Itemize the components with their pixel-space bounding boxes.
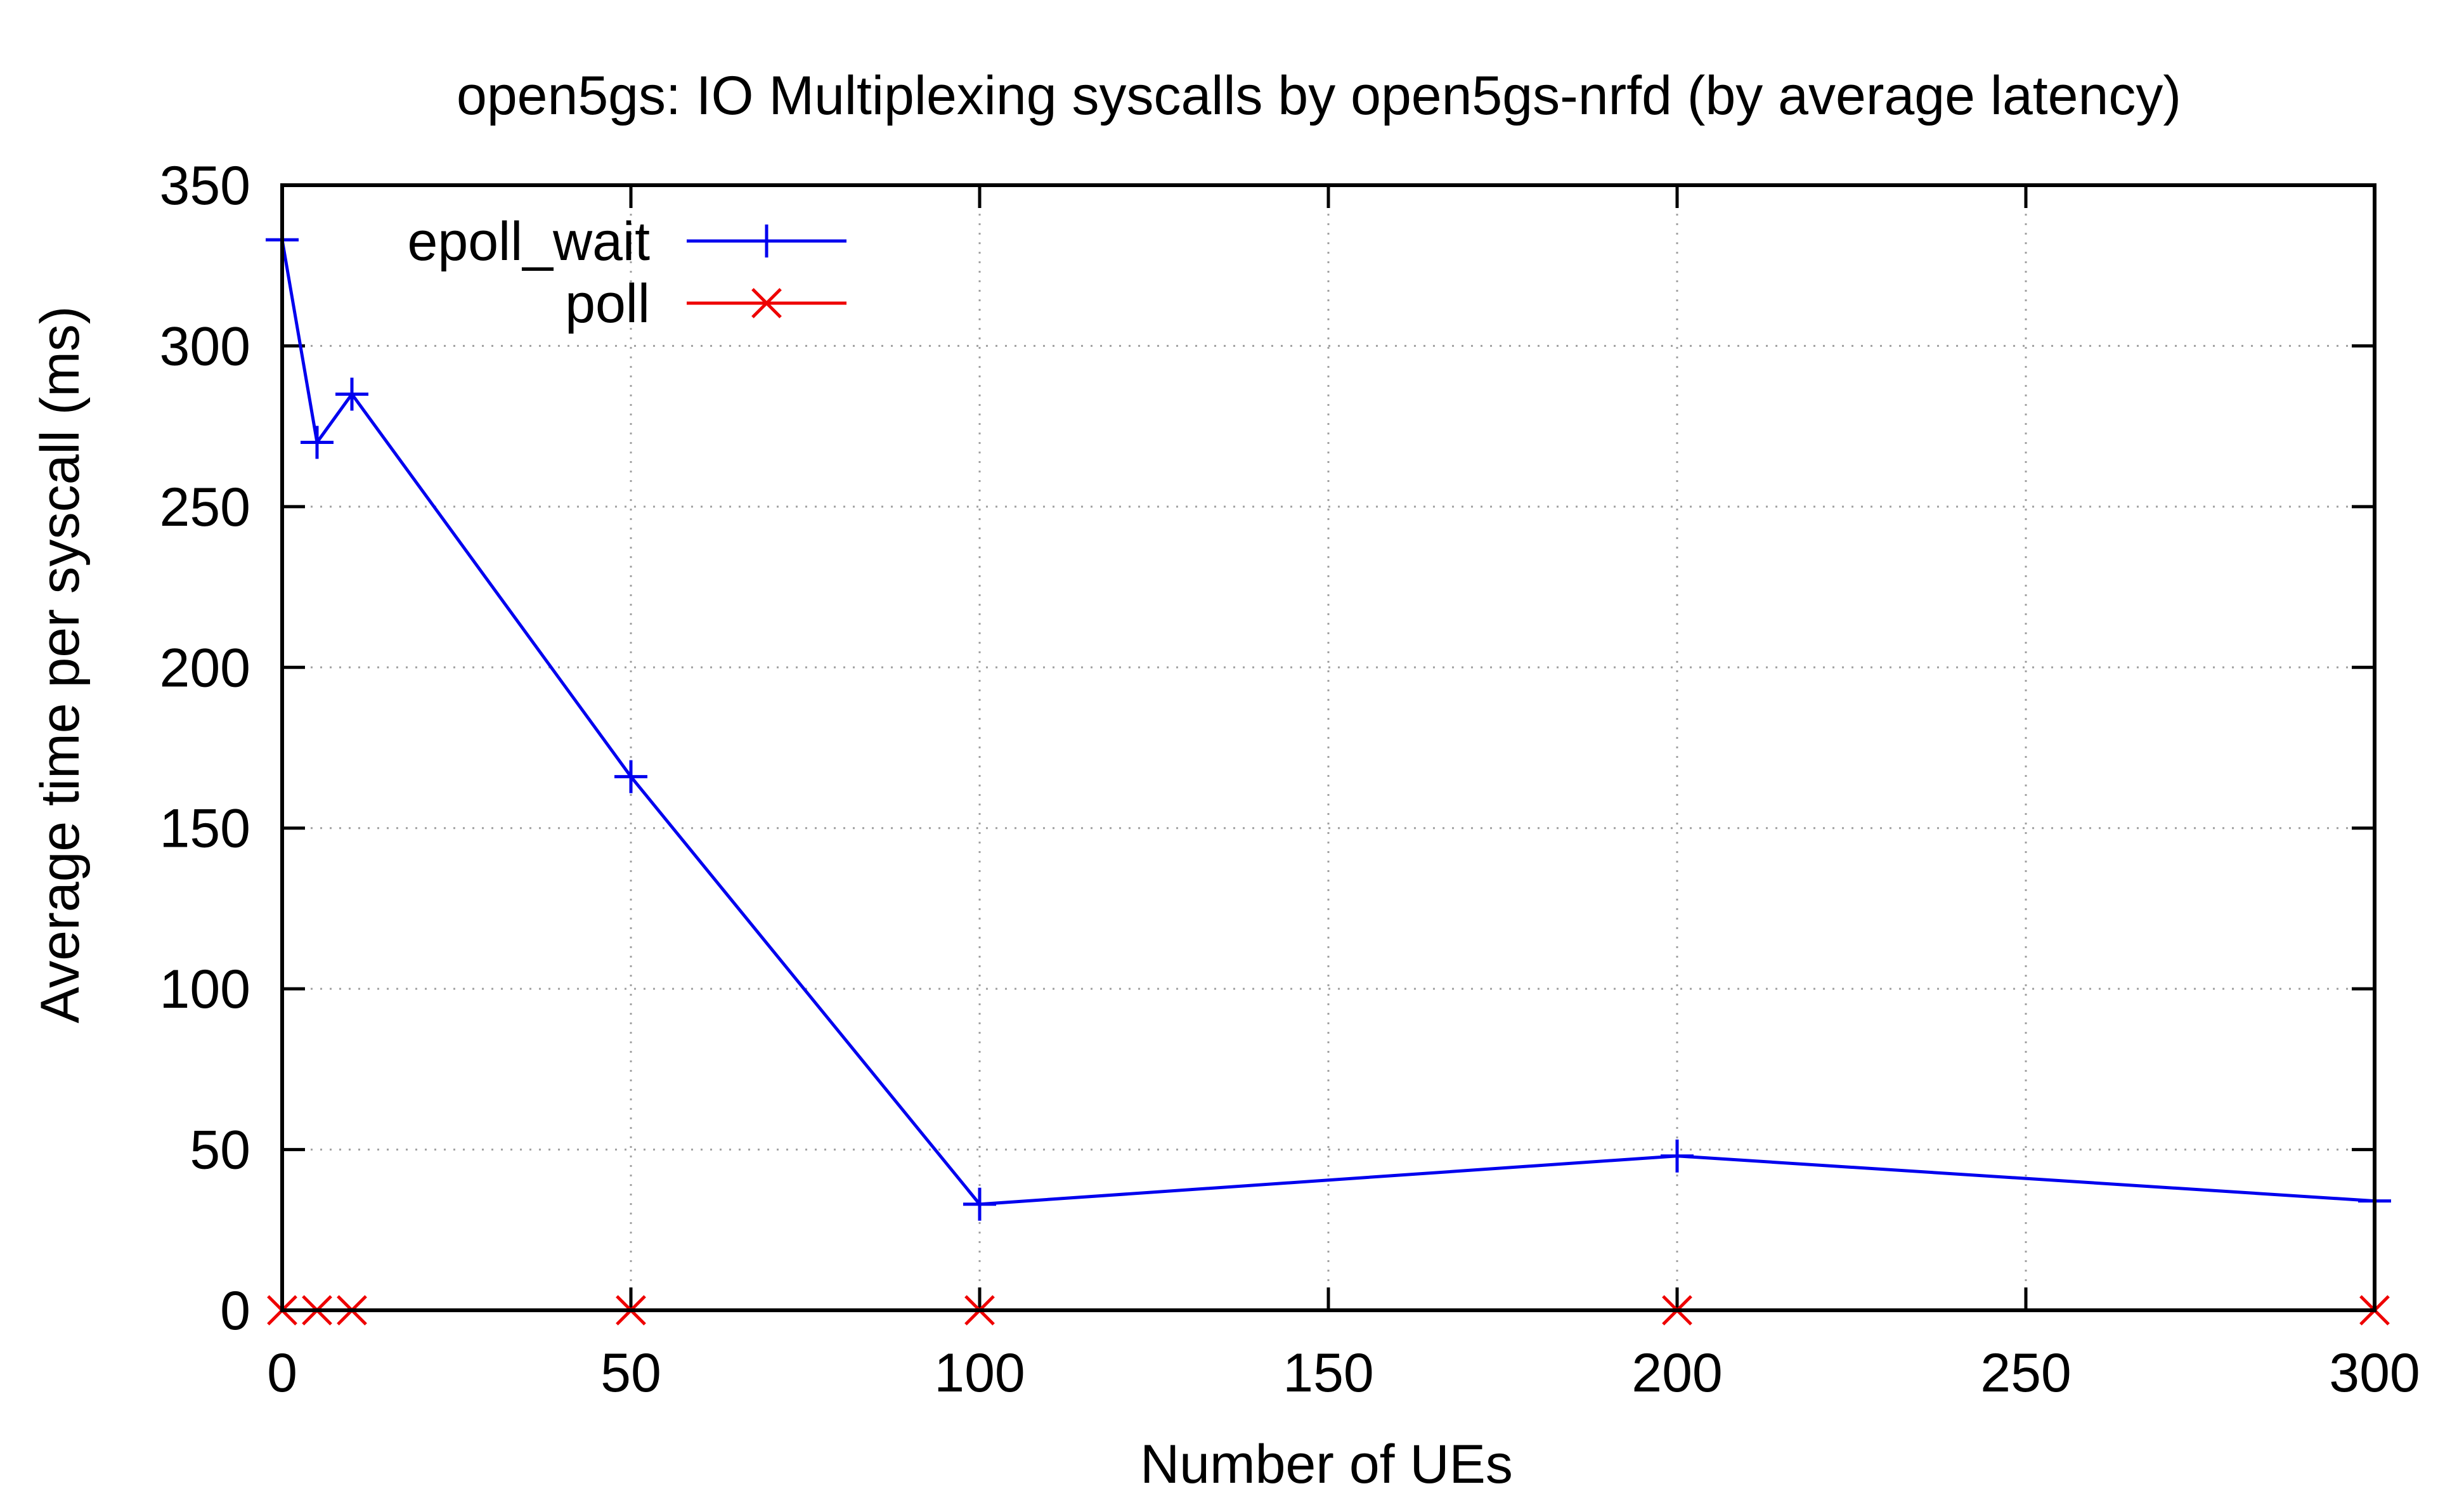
x-tick-label: 50 bbox=[600, 1343, 661, 1404]
y-tick-label: 50 bbox=[190, 1120, 250, 1181]
y-axis-title: Average time per syscall (ms) bbox=[30, 306, 91, 1023]
y-tick-label: 350 bbox=[160, 155, 251, 216]
x-tick-label: 100 bbox=[934, 1343, 1025, 1404]
legend-item-epoll_wait: epoll_wait bbox=[408, 211, 846, 272]
y-tick-label: 100 bbox=[160, 959, 251, 1020]
legend-label: epoll_wait bbox=[408, 211, 651, 272]
x-tick-label: 200 bbox=[1631, 1343, 1723, 1404]
data-point-epoll_wait bbox=[1661, 1139, 1694, 1173]
legend-item-poll: poll bbox=[565, 273, 846, 334]
x-tick-label: 300 bbox=[2329, 1343, 2420, 1404]
data-point-epoll_wait bbox=[335, 377, 368, 411]
legend-label: poll bbox=[565, 273, 650, 334]
grid bbox=[282, 185, 2375, 1310]
y-tick-label: 250 bbox=[160, 477, 251, 538]
x-tick-label: 0 bbox=[267, 1343, 297, 1404]
data-point-epoll_wait bbox=[963, 1187, 996, 1221]
data-point-epoll_wait bbox=[614, 760, 647, 793]
chart-title: open5gs: IO Multiplexing syscalls by ope… bbox=[457, 65, 2181, 126]
plot-frame bbox=[280, 183, 2376, 1312]
y-tick-label: 150 bbox=[160, 798, 251, 859]
y-tick-label: 300 bbox=[160, 316, 251, 377]
y-tick-labels: 0 50 100 150 200 250 300 350 bbox=[160, 155, 251, 1341]
x-tick-label: 150 bbox=[1283, 1343, 1374, 1404]
legend-swatch-marker bbox=[751, 288, 782, 318]
y-tick-label: 200 bbox=[160, 637, 251, 698]
legend-swatch-marker bbox=[750, 225, 783, 257]
x-axis-title: Number of UEs bbox=[1140, 1434, 1513, 1495]
x-tick-labels: 0 50 100 150 200 250 300 bbox=[267, 1343, 2420, 1404]
x-tick-label: 250 bbox=[1980, 1343, 2072, 1404]
y-tick-label: 0 bbox=[220, 1280, 250, 1341]
data-point-epoll_wait bbox=[301, 426, 334, 459]
